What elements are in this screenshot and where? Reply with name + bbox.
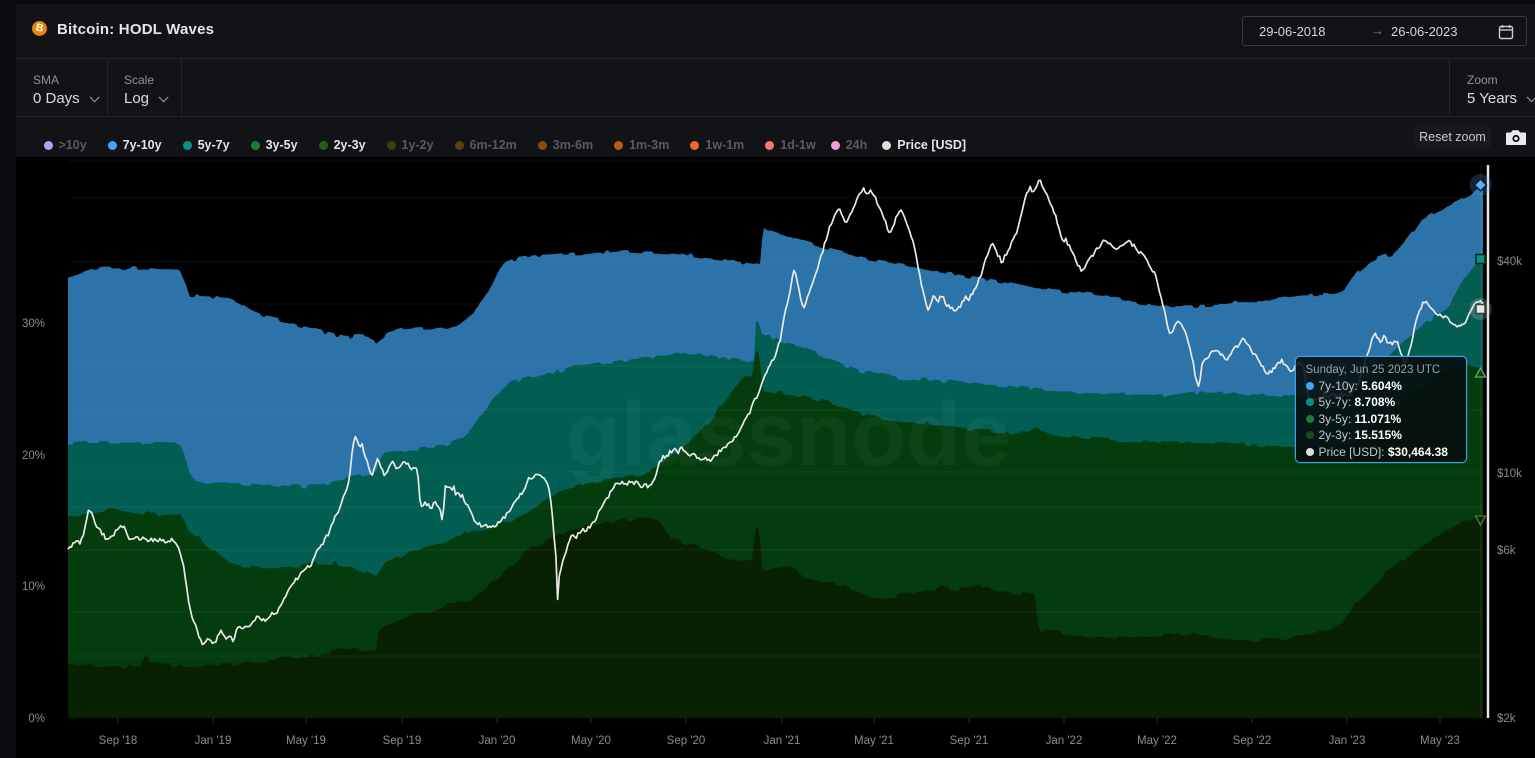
svg-text:10%: 10% [22,581,45,593]
svg-text:Sep '20: Sep '20 [667,735,706,747]
svg-text:May '22: May '22 [1137,735,1177,747]
svg-text:May '23: May '23 [1420,735,1460,747]
svg-text:20%: 20% [22,450,45,462]
svg-text:Sep '22: Sep '22 [1233,735,1272,747]
svg-text:Sep '19: Sep '19 [383,735,422,747]
svg-text:Sep '21: Sep '21 [950,735,989,747]
svg-text:Jan '20: Jan '20 [479,735,516,747]
svg-text:May '21: May '21 [854,735,894,747]
svg-text:$40k: $40k [1497,256,1522,268]
svg-text:May '19: May '19 [286,735,326,747]
svg-text:$10k: $10k [1497,468,1522,480]
svg-text:May '20: May '20 [571,735,611,747]
svg-text:0%: 0% [28,713,45,725]
svg-text:Jan '23: Jan '23 [1329,735,1366,747]
svg-text:$6k: $6k [1497,545,1516,557]
svg-text:Jan '21: Jan '21 [764,735,801,747]
svg-text:Sep '18: Sep '18 [99,735,138,747]
svg-text:Jan '22: Jan '22 [1046,735,1083,747]
svg-text:Jan '19: Jan '19 [195,735,232,747]
svg-text:30%: 30% [22,318,45,330]
svg-text:$2k: $2k [1497,713,1516,725]
